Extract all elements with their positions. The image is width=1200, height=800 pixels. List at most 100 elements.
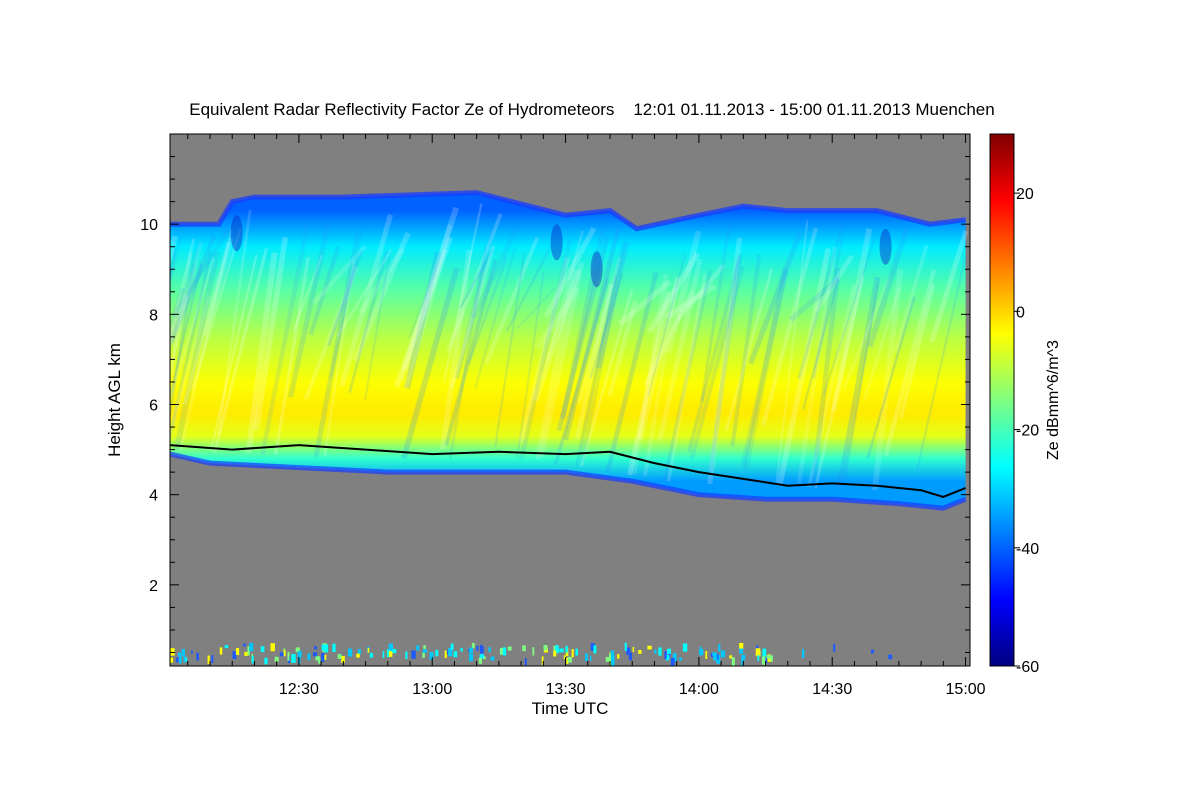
fall-streak (575, 275, 618, 466)
fall-streak (170, 251, 213, 437)
fall-streak (518, 256, 570, 443)
clutter-speck (739, 646, 744, 654)
clutter-speck (567, 656, 572, 663)
fall-streak (471, 225, 521, 319)
clutter-speck (247, 646, 250, 656)
clutter-speck (480, 646, 484, 654)
clutter-speck (422, 652, 425, 658)
clutter-speck (323, 644, 329, 653)
clutter-speck (341, 655, 345, 663)
clutter-speck (559, 648, 564, 653)
clutter-speck (720, 650, 726, 658)
fall-streak (190, 228, 242, 391)
clutter-speck (590, 643, 595, 651)
clutter-speck (870, 649, 874, 654)
fall-streak (363, 250, 392, 400)
fall-streak (812, 237, 844, 379)
clutter-speck (755, 648, 761, 657)
clutter-speck (219, 647, 223, 655)
clutter-speck (667, 652, 671, 657)
cloud-top-edge (170, 190, 966, 232)
clutter-speck (769, 655, 773, 662)
fall-streak (484, 236, 540, 366)
colorbar-label: Ze dBmm^6/m^3 (1045, 340, 1062, 460)
low-reflectivity-patch (879, 228, 892, 265)
clutter-speck (251, 655, 254, 664)
clutter-speck (476, 645, 479, 651)
fall-streak (287, 221, 331, 398)
clutter-speck (565, 645, 568, 653)
colorbar-tick-label: -40 (1016, 541, 1039, 558)
clutter-speck (575, 648, 578, 656)
fall-streak (810, 267, 841, 487)
clutter-speck (543, 645, 548, 651)
clutter-speck (388, 643, 393, 651)
clutter-speck (593, 645, 597, 654)
fall-streak (401, 206, 459, 371)
fall-streak (724, 268, 774, 431)
fall-streak (505, 245, 552, 332)
fall-streak (814, 274, 865, 489)
clutter-speck (739, 642, 744, 649)
x-tick-label: 14:30 (812, 681, 852, 698)
clutter-speck (471, 643, 475, 649)
fall-streak (554, 277, 610, 465)
clutter-speck (312, 652, 317, 657)
clutter-speck (589, 655, 592, 661)
clutter-speck (665, 654, 670, 661)
clutter-speck (369, 652, 373, 658)
fall-streak (871, 268, 904, 491)
clutter-speck (638, 650, 642, 654)
fall-streak (574, 283, 614, 440)
clutter-speck (314, 646, 317, 650)
fall-streak (595, 241, 630, 369)
y-tick-label: 6 (149, 398, 158, 415)
y-tick-label: 8 (149, 307, 158, 324)
fall-streak (666, 272, 707, 482)
fall-streak (170, 235, 183, 286)
clutter-speck (682, 643, 688, 652)
clutter-speck (679, 657, 682, 661)
clutter-speck (358, 648, 361, 655)
clutter-speck (429, 651, 434, 660)
clutter-speck (664, 651, 667, 660)
fall-streak (313, 232, 361, 458)
fall-streak (442, 203, 483, 383)
fall-streak (589, 273, 624, 379)
fall-streak (605, 272, 659, 474)
clutter-speck (274, 656, 279, 663)
melting-layer-line (170, 444, 966, 498)
fall-streak (577, 257, 622, 405)
fall-streak (836, 276, 881, 490)
clutter-speck (448, 647, 453, 657)
clutter-speck (553, 645, 556, 653)
clutter-speck (450, 643, 454, 650)
clutter-speck (499, 648, 504, 655)
fall-streak (171, 228, 230, 318)
clutter-speck (318, 656, 321, 664)
clutter-speck (654, 649, 657, 654)
clutter-speck (524, 658, 527, 666)
clutter-speck (191, 650, 193, 654)
clutter-speck (453, 651, 458, 658)
clutter-speck (605, 657, 610, 662)
fall-streak (665, 283, 717, 320)
fall-streak (170, 238, 196, 344)
fall-streak (687, 253, 743, 453)
fall-streak (245, 252, 278, 454)
clutter-speck (667, 648, 672, 654)
fall-streak (631, 273, 669, 475)
fall-streak (637, 276, 681, 441)
fall-streak (788, 276, 841, 322)
fall-streak (292, 254, 324, 332)
clutter-speck (712, 652, 717, 656)
clutter-speck (287, 651, 290, 661)
clutter-speck (260, 646, 265, 653)
colorbar-tick-label: 20 (1016, 186, 1034, 203)
fall-streak (776, 247, 832, 487)
clutter-speck (460, 648, 463, 652)
y-tick-label: 4 (149, 488, 158, 505)
clutter-speck (609, 653, 611, 663)
clutter-speck (658, 647, 662, 656)
